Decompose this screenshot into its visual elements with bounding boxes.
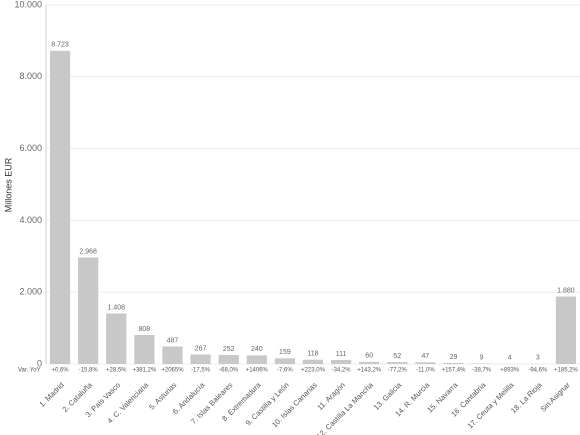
yoy-row-label: Var. YoY xyxy=(18,368,41,374)
x-tick-label: 1. Madrid xyxy=(37,380,65,408)
y-tick-label: 6.000 xyxy=(19,143,42,153)
value-label: 252 xyxy=(223,346,235,353)
bar xyxy=(555,296,577,364)
bar xyxy=(274,358,296,364)
value-label: 4 xyxy=(508,355,512,362)
yoy-label: +157,4% xyxy=(442,368,467,374)
value-label: 808 xyxy=(139,326,151,333)
value-label: 2.968 xyxy=(79,248,97,255)
bar xyxy=(387,362,408,364)
value-label: 487 xyxy=(167,337,179,344)
value-label: 52 xyxy=(393,353,401,360)
bar xyxy=(49,50,71,364)
bar xyxy=(359,361,380,364)
value-label: 60 xyxy=(365,353,373,360)
yoy-label: -94,6% xyxy=(528,368,548,374)
yoy-label: +28,5% xyxy=(106,368,127,374)
bar xyxy=(415,362,436,364)
value-label: 111 xyxy=(336,351,347,358)
bar xyxy=(78,257,99,364)
yoy-label: +143,2% xyxy=(357,368,382,374)
value-label: 1.880 xyxy=(557,287,575,294)
bar xyxy=(190,354,211,364)
bar xyxy=(218,354,239,364)
yoy-label: +381,2% xyxy=(132,368,157,374)
yoy-label: -68,0% xyxy=(219,368,239,374)
bar xyxy=(246,355,267,364)
value-label: 1.408 xyxy=(107,304,125,311)
yoy-label: +1406% xyxy=(246,368,269,374)
bar xyxy=(302,359,324,364)
yoy-label: -38,7% xyxy=(472,368,492,374)
bar xyxy=(443,362,464,364)
value-label: 3 xyxy=(536,355,540,362)
y-tick-label: 2.000 xyxy=(19,287,42,297)
yoy-label: -17,5% xyxy=(191,368,211,374)
yoy-label: +223,0% xyxy=(301,368,326,374)
y-tick-label: 10.000 xyxy=(14,0,42,9)
yoy-label: +2065% xyxy=(161,368,184,374)
value-label: 47 xyxy=(422,353,430,360)
yoy-label: -34,2% xyxy=(332,368,352,374)
yoy-label: +0,6% xyxy=(51,368,69,374)
bar xyxy=(106,313,127,364)
value-label: 9 xyxy=(480,355,484,362)
yoy-label: -15,8% xyxy=(79,368,99,374)
x-tick-label: 18. La Rioja xyxy=(509,380,544,415)
x-tick-label: Sin Asignar xyxy=(539,380,573,414)
value-label: 240 xyxy=(251,346,263,353)
value-label: 29 xyxy=(450,354,458,361)
value-label: 267 xyxy=(195,345,207,352)
y-axis-title: Millones EUR xyxy=(3,157,13,212)
value-label: 8.723 xyxy=(51,42,69,49)
y-tick-label: 8.000 xyxy=(19,71,42,81)
value-label: 159 xyxy=(279,349,291,356)
value-label: 118 xyxy=(307,351,318,358)
y-tick-label: 0 xyxy=(37,358,42,368)
yoy-label: -77,2% xyxy=(388,368,408,374)
bar xyxy=(162,346,183,364)
y-tick-label: 4.000 xyxy=(19,215,42,225)
bar xyxy=(134,334,155,364)
yoy-label: +185,2% xyxy=(554,368,579,374)
bar xyxy=(330,360,352,364)
yoy-label: +893% xyxy=(500,368,520,374)
yoy-label: -7,6% xyxy=(277,368,293,374)
yoy-label: -11,0% xyxy=(416,368,435,374)
